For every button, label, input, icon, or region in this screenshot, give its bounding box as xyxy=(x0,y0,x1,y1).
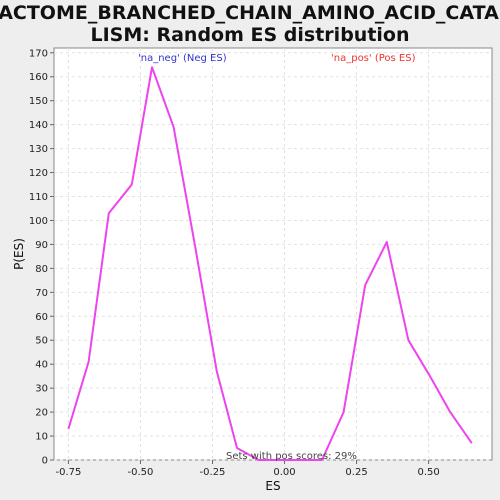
y-tick-label: 150 xyxy=(29,96,48,107)
x-axis: -0.75 -0.50 -0.25 0.00 0.25 0.50 xyxy=(55,460,440,478)
neg-es-annotation: 'na_neg' (Neg ES) xyxy=(138,53,227,64)
y-tick-label: 110 xyxy=(29,192,48,203)
y-tick-label: 120 xyxy=(29,168,48,179)
y-tick-label: 140 xyxy=(29,120,48,131)
es-distribution-line xyxy=(67,66,473,461)
x-tick-label: -0.25 xyxy=(200,467,226,478)
y-tick-label: 20 xyxy=(35,408,48,419)
series-layer xyxy=(67,66,473,461)
x-tick-label: 0.50 xyxy=(417,467,439,478)
y-tick-label: 100 xyxy=(29,216,48,227)
x-tick-label: 0.25 xyxy=(345,467,367,478)
x-tick-label: 0.00 xyxy=(273,467,295,478)
x-tick-label: -0.75 xyxy=(55,467,81,478)
y-tick-label: 60 xyxy=(35,312,48,323)
chart-title-line-1: REACTOME_BRANCHED_CHAIN_AMINO_ACID_CATAB… xyxy=(0,2,500,24)
y-tick-label: 160 xyxy=(29,72,48,83)
y-tick-label: 70 xyxy=(35,288,48,299)
y-axis-label: P(ES) xyxy=(12,238,26,270)
y-tick-label: 80 xyxy=(35,264,48,275)
y-axis: 0 10 20 30 40 50 60 70 80 90 100 110 120 130 140 150 160… xyxy=(29,48,54,467)
x-tick-label: -0.50 xyxy=(128,467,154,478)
y-tick-label: 170 xyxy=(29,48,48,59)
y-tick-label: 30 xyxy=(35,384,48,395)
y-tick-label: 90 xyxy=(35,240,48,251)
y-tick-label: 130 xyxy=(29,144,48,155)
y-tick-label: 40 xyxy=(35,360,48,371)
x-axis-label: ES xyxy=(265,479,280,493)
grid-lines xyxy=(54,48,492,461)
y-tick-label: 0 xyxy=(42,456,48,467)
y-tick-label: 10 xyxy=(35,432,48,443)
pos-scores-footer: Sets with pos scores: 29% xyxy=(226,451,357,462)
chart-title-line-2: LISM: Random ES distribution xyxy=(90,24,410,46)
pos-es-annotation: 'na_pos' (Pos ES) xyxy=(331,53,416,64)
y-tick-label: 50 xyxy=(35,336,48,347)
plot-area xyxy=(53,47,493,461)
